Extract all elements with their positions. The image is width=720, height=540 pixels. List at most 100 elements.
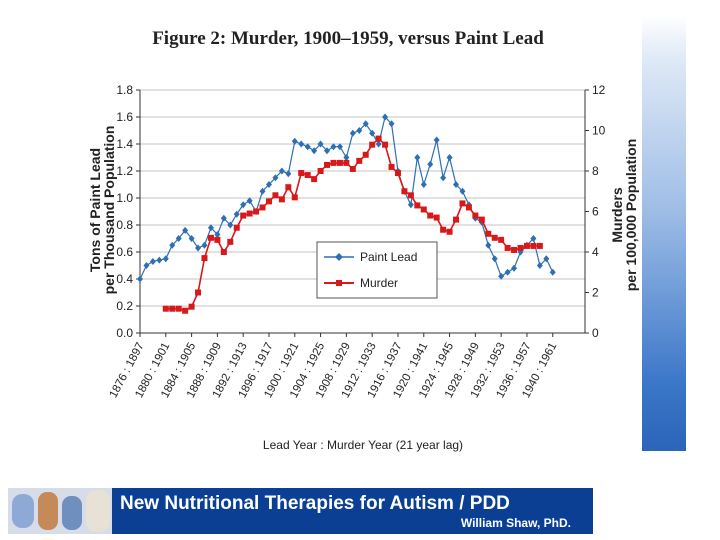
legend-lead-label: Paint Lead — [360, 250, 417, 264]
murder-point — [246, 210, 253, 217]
paint-lead-point — [485, 241, 492, 249]
murder-point — [498, 236, 505, 243]
paint-lead-point — [330, 143, 337, 151]
left-tick-label: 0.6 — [116, 245, 133, 259]
murder-point — [259, 204, 266, 211]
paint-lead-point — [175, 235, 182, 242]
left-axis-label-line2: per Thousand Population — [101, 126, 117, 295]
paint-lead-series — [137, 113, 556, 283]
paint-lead-point — [324, 147, 331, 155]
paint-lead-point — [233, 210, 240, 218]
murder-point — [382, 141, 389, 148]
paint-lead-point — [285, 170, 292, 178]
murder-point — [220, 249, 227, 255]
paint-lead-point — [195, 244, 202, 252]
collage-photo — [12, 494, 34, 528]
paint-lead-point — [440, 174, 447, 182]
paint-lead-point — [382, 113, 389, 121]
collage-photo — [38, 492, 58, 530]
murder-point — [324, 161, 331, 168]
murder-point — [240, 212, 247, 219]
chart: Figure 2: Murder, 1900–1959, versus Pain… — [87, 28, 639, 452]
left-tick-label: 0.4 — [116, 272, 133, 286]
paint-lead-point — [265, 181, 272, 188]
murder-point — [440, 226, 447, 233]
paint-lead-point — [420, 181, 427, 188]
paint-lead-point — [504, 268, 511, 276]
right-tick-label: 10 — [592, 124, 606, 138]
left-tick-label: 1.4 — [116, 137, 133, 151]
left-tick-label: 0.8 — [116, 218, 133, 232]
paint-lead-point — [298, 140, 305, 148]
x-axis-label: Lead Year : Murder Year (21 year lag) — [263, 438, 463, 452]
paint-lead-point — [498, 272, 505, 280]
murder-point — [478, 216, 485, 223]
murder-point — [446, 228, 453, 235]
paint-lead-point — [259, 187, 266, 195]
murder-point — [330, 159, 337, 166]
paint-lead-point — [549, 268, 556, 276]
paint-lead-point — [446, 154, 453, 161]
murder-point — [343, 159, 350, 166]
paint-lead-point — [182, 226, 189, 234]
paint-lead-point — [543, 255, 550, 263]
paint-lead-point — [207, 224, 214, 232]
right-axis-ticks: 0 2 4 6 8 10 12 — [585, 83, 606, 340]
paint-lead-point — [433, 136, 440, 144]
murder-point — [433, 214, 440, 221]
paint-lead-point — [272, 174, 279, 182]
paint-lead-point — [530, 235, 537, 242]
paint-lead-point — [388, 120, 395, 128]
murder-point — [504, 244, 511, 251]
right-axis-label-line2: per 100,000 Population — [623, 139, 639, 292]
right-tick-label: 6 — [592, 205, 599, 219]
paint-lead-point — [427, 160, 434, 168]
paint-lead-point — [356, 127, 363, 134]
murder-point — [227, 238, 234, 245]
paint-lead-point — [336, 143, 343, 151]
murder-point — [201, 255, 208, 262]
murder-point — [394, 170, 401, 177]
murder-point — [485, 230, 492, 237]
left-tick-label: 0.0 — [116, 326, 133, 340]
murder-point — [349, 165, 356, 172]
paint-lead-point — [311, 147, 318, 155]
murder-point — [401, 188, 408, 195]
collage-photo — [86, 490, 110, 532]
paint-lead-point — [349, 129, 356, 137]
right-axis-label: Murders per 100,000 Population — [609, 139, 639, 292]
paint-lead-point — [220, 214, 227, 222]
paint-lead-point — [201, 241, 208, 249]
paint-lead-point — [188, 235, 195, 242]
murder-point — [388, 163, 395, 170]
murder-point — [253, 208, 260, 215]
murder-point — [362, 151, 369, 158]
left-axis-label: Tons of Paint Lead per Thousand Populati… — [87, 126, 117, 295]
murder-point — [491, 234, 498, 241]
murder-point — [420, 206, 427, 213]
collage-photo — [62, 496, 82, 530]
paint-lead-point — [240, 201, 247, 209]
murder-point — [511, 246, 518, 253]
paint-lead-point — [362, 120, 369, 128]
legend-murder-marker — [336, 280, 342, 286]
paint-lead-point — [246, 197, 253, 205]
footer-banner: New Nutritional Therapies for Autism / P… — [8, 488, 593, 534]
paint-lead-point — [369, 129, 376, 137]
paint-lead-point — [407, 201, 414, 209]
murder-point — [414, 202, 421, 209]
murder-point — [523, 242, 530, 249]
murder-point — [169, 305, 176, 312]
murder-point — [175, 305, 182, 312]
right-tick-label: 0 — [592, 326, 599, 340]
murder-point — [162, 305, 169, 312]
murder-point — [272, 192, 279, 199]
left-tick-label: 0.2 — [116, 299, 133, 313]
paint-lead-point — [162, 255, 169, 263]
murder-point — [427, 212, 434, 219]
paint-lead-point — [214, 230, 221, 238]
legend-box — [316, 241, 438, 299]
murder-point — [182, 307, 189, 314]
murder-point — [465, 204, 472, 211]
paint-lead-point — [156, 256, 163, 264]
